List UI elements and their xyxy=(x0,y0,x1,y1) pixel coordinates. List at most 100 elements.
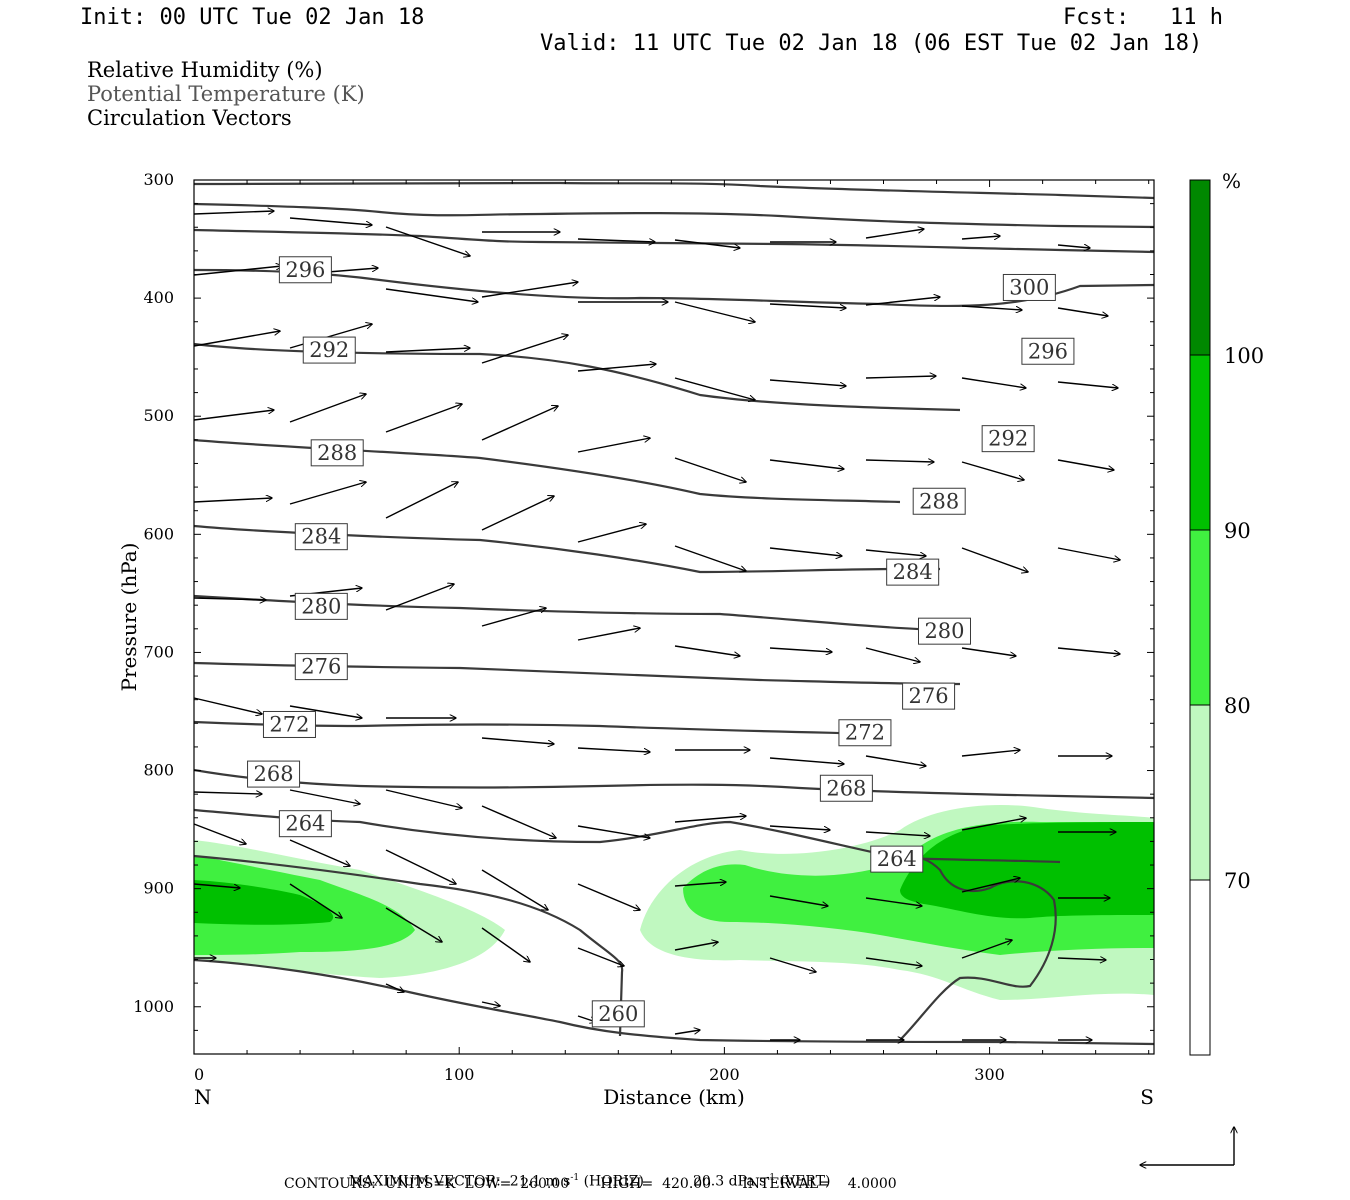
forecast-label: Fcst: xyxy=(1063,5,1130,30)
circulation-vector xyxy=(674,377,755,400)
circulation-vector xyxy=(481,869,548,910)
contour-labels: 296 300 292 296 288 292 288 284 284 280 280 276 276 2… xyxy=(247,256,1075,1028)
contour-info: CONTOURS: UNITS=K LOW= 260.00 HIGH= 420.… xyxy=(284,1176,897,1192)
circulation-vector xyxy=(193,598,266,600)
circulation-vector xyxy=(769,547,842,556)
circulation-vector xyxy=(1057,647,1120,654)
circulation-vector xyxy=(769,757,844,764)
circulation-vector xyxy=(865,229,924,239)
circulation-vector xyxy=(961,305,1022,310)
contour-label: 260 xyxy=(598,1002,638,1026)
colorbar-segment-above-100 xyxy=(1189,179,1211,356)
circulation-vector xyxy=(481,335,568,364)
circulation-vector xyxy=(481,608,546,627)
circulation-vectors xyxy=(193,211,1120,1040)
circulation-vector xyxy=(961,878,1020,893)
circulation-vector xyxy=(385,789,462,808)
contour-label: 300 xyxy=(1009,275,1049,299)
circulation-vector xyxy=(385,849,456,884)
legend-relative-humidity: Relative Humidity (%) xyxy=(87,58,323,82)
circulation-vector xyxy=(577,825,650,838)
y-tick-label: 300 xyxy=(143,170,174,189)
max-vector-horizontal-exponent: -1 xyxy=(570,1173,580,1183)
circulation-vector xyxy=(289,839,350,866)
max-vector-label: MAXIMUM VECTOR: xyxy=(348,1173,501,1190)
y-tick-label: 1000 xyxy=(133,997,174,1016)
contour-label: 296 xyxy=(285,258,325,282)
circulation-vector xyxy=(961,940,1012,959)
theta-contour-line xyxy=(194,958,1154,1046)
circulation-vector xyxy=(1057,547,1120,560)
circulation-vector xyxy=(385,983,404,992)
x-tick-label: 0 xyxy=(194,1065,204,1084)
circulation-vector xyxy=(769,379,846,386)
circulation-vector xyxy=(385,907,442,942)
circulation-vector xyxy=(674,457,746,482)
y-tick-label: 600 xyxy=(143,524,174,543)
theta-contour-line xyxy=(899,854,1057,1041)
circulation-vector xyxy=(193,883,240,888)
colorbar-segment-80-90 xyxy=(1189,529,1211,706)
max-vector-horizontal-tag: (HORIZ) xyxy=(583,1173,644,1190)
circulation-vector xyxy=(769,647,832,652)
colorbar-level-80: 80 xyxy=(1224,694,1251,718)
valid-time: Valid: 11 UTC Tue 02 Jan 18 (06 EST Tue … xyxy=(540,31,1203,56)
circulation-vector xyxy=(289,394,366,423)
y-tick-label: 900 xyxy=(143,879,174,898)
contour-label: 280 xyxy=(924,619,964,643)
theta-contour-line xyxy=(194,202,1154,229)
rh-90-region-right xyxy=(900,822,1154,919)
max-vector-vertical-tag: (VERT) xyxy=(779,1173,831,1190)
contour-label: 284 xyxy=(893,560,933,584)
contour-label-box xyxy=(310,439,364,467)
x-end-label-south: S xyxy=(1140,1085,1154,1109)
theta-contour-line xyxy=(194,181,1154,200)
contour-label-box xyxy=(902,682,956,710)
contour-label-box xyxy=(819,774,873,802)
circulation-vector xyxy=(1057,381,1118,388)
circulation-vector xyxy=(1057,459,1114,470)
contour-label-box xyxy=(912,487,966,515)
x-axis: 0 100 200 300 xyxy=(193,180,1150,1084)
circulation-vector xyxy=(481,927,530,962)
contour-label-box xyxy=(247,760,301,788)
contour-label-box xyxy=(278,810,332,838)
contour-label: 296 xyxy=(1028,339,1068,363)
circulation-vector xyxy=(865,460,934,462)
circulation-vector xyxy=(289,883,342,918)
contour-label-box xyxy=(294,523,348,551)
y-tick-label: 400 xyxy=(143,288,174,307)
circulation-vector xyxy=(865,831,930,836)
circulation-vector xyxy=(193,823,246,844)
circulation-vector xyxy=(961,236,1000,239)
circulation-vector xyxy=(481,1002,500,1006)
circulation-vector xyxy=(865,957,922,966)
rh-90-region-left xyxy=(194,880,334,925)
contour-label-box xyxy=(917,617,971,645)
circulation-vector xyxy=(577,239,655,242)
theta-contour-line xyxy=(194,268,1154,308)
circulation-vector xyxy=(385,348,470,353)
circulation-vector xyxy=(674,645,740,656)
circulation-vector xyxy=(865,647,920,662)
x-end-label-north: N xyxy=(194,1085,212,1109)
colorbar-segment-70-80 xyxy=(1189,704,1211,881)
contour-label-box xyxy=(591,1000,645,1028)
circulation-vector xyxy=(481,805,556,838)
circulation-vector xyxy=(961,377,1026,388)
max-vector-line: MAXIMUM VECTOR: 21.1 m s-1 (HORIZ) 20.3 … xyxy=(340,1157,831,1190)
contour-label-box xyxy=(294,653,348,681)
circulation-vector xyxy=(674,239,740,248)
circulation-vector xyxy=(193,792,262,794)
circulation-vector xyxy=(674,882,726,887)
y-tick-label: 500 xyxy=(143,406,174,425)
y-tick-label: 700 xyxy=(143,642,174,661)
colorbar-segment-below-70 xyxy=(1189,879,1211,1056)
circulation-vector xyxy=(385,288,478,302)
contour-label: 272 xyxy=(269,712,309,736)
contour-label: 284 xyxy=(301,525,341,549)
circulation-vector xyxy=(193,266,282,276)
contour-label-box xyxy=(870,845,924,873)
circulation-vector xyxy=(769,459,844,469)
